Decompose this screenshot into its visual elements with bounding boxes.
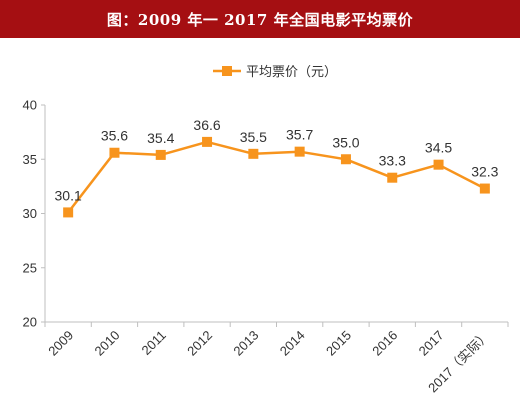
legend-marker [222, 66, 232, 76]
x-tick-label: 2013 [230, 328, 261, 359]
data-label: 35.7 [286, 127, 313, 143]
data-point [433, 159, 444, 170]
chart-title: 图：2009 年一 2017 年全国电影平均票价 [106, 10, 414, 29]
data-label: 33.3 [379, 153, 406, 169]
line-chart-svg: 20 25 30 35 40 2009 2010 2011 2012 2013 2014 2015 20… [23, 64, 509, 395]
data-point [479, 183, 490, 194]
x-tick-label: 2016 [369, 328, 400, 359]
x-tick-label: 2010 [92, 328, 123, 359]
x-tick-label: 2017 [416, 328, 447, 359]
data-point [109, 147, 120, 158]
chart-title-bar: 图：2009 年一 2017 年全国电影平均票价 [0, 0, 520, 38]
data-label: 35.5 [240, 129, 267, 145]
data-label: 35.4 [147, 130, 174, 146]
line-chart: 20 25 30 35 40 2009 2010 2011 2012 2013 2014 2015 20… [0, 38, 520, 412]
data-label: 36.6 [193, 117, 220, 133]
y-tick-label: 30 [23, 206, 37, 221]
y-tick-label: 20 [23, 315, 37, 330]
data-label: 30.1 [55, 187, 82, 203]
y-tick-label: 40 [23, 98, 37, 113]
data-label: 34.5 [425, 140, 452, 156]
data-label: 32.3 [471, 164, 498, 180]
data-point [387, 172, 398, 183]
data-label: 35.0 [332, 134, 359, 150]
data-point [340, 154, 351, 165]
data-point [202, 136, 213, 147]
x-tick-label: 2015 [323, 328, 354, 359]
data-point [294, 146, 305, 157]
data-point [248, 148, 259, 159]
x-tick-label: 2009 [45, 328, 76, 359]
y-tick-label: 25 [23, 260, 37, 275]
x-tick-label: 2011 [138, 328, 168, 358]
data-point [155, 149, 166, 160]
y-tick-label: 35 [23, 152, 37, 167]
legend-label: 平均票价（元） [246, 64, 337, 79]
x-tick-label: 2012 [184, 328, 215, 359]
data-label: 35.6 [101, 128, 128, 144]
series-line [67, 140, 486, 214]
data-point [63, 207, 74, 218]
x-tick-label: 2014 [277, 328, 308, 359]
